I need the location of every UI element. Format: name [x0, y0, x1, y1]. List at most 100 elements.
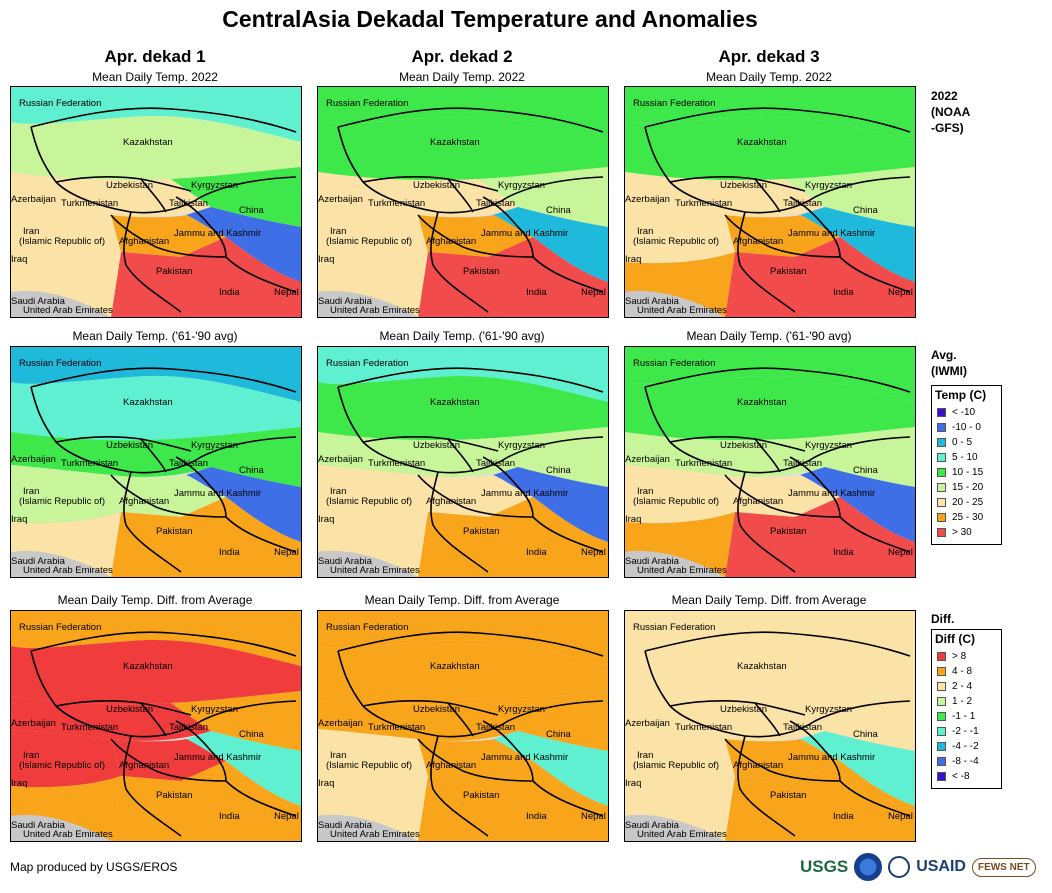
place-label: United Arab Emirates [330, 565, 420, 576]
place-label: Jammu and Kashmir [174, 488, 262, 499]
country-border [140, 438, 167, 473]
climate-zone [186, 731, 301, 806]
usgs-logo: USGS [800, 857, 849, 876]
place-label: Kazakhstan [430, 661, 480, 672]
country-border [175, 196, 227, 258]
country-border [337, 386, 604, 474]
country-border [724, 214, 841, 258]
temp-legend-title: Temp (C) [935, 388, 987, 402]
place-label: United Arab Emirates [330, 305, 420, 316]
place-label: Nepal [581, 287, 606, 298]
row-label-2022: 2022 (NOAA -GFS) [931, 88, 970, 136]
climate-zone [111, 215, 226, 257]
place-label: United Arab Emirates [637, 305, 727, 316]
place-label: Afghanistan [733, 496, 784, 507]
usaid-logo: USAID [916, 858, 966, 875]
country-border [644, 367, 911, 393]
place-label: Pakistan [770, 526, 807, 537]
climate-zone [418, 215, 533, 257]
place-label: Iraq [11, 514, 28, 525]
climate-zone [11, 87, 301, 142]
place-label: Russian Federation [326, 622, 409, 633]
legend-item: 4 - 8 [932, 664, 1001, 679]
map-raster [11, 87, 301, 317]
place-label: India [526, 547, 547, 558]
legend-label: -8 - -4 [952, 756, 979, 767]
place-label: Iran [637, 226, 654, 237]
place-label: Russian Federation [19, 98, 102, 109]
place-label: Tajikistan [169, 722, 209, 733]
climate-zone [11, 205, 121, 264]
map-title: Mean Daily Temp. 2022 [92, 70, 218, 84]
climate-zone [171, 167, 301, 227]
place-label: Pakistan [463, 790, 500, 801]
place-label: (Islamic Republic of) [633, 496, 720, 507]
country-border [123, 471, 182, 573]
place-label: Iran [23, 486, 40, 497]
legend-item: -1 - 1 [932, 709, 1001, 724]
no-data-area [625, 550, 725, 577]
legend-item: 2 - 4 [932, 679, 1001, 694]
place-label: Jammu and Kashmir [481, 752, 569, 763]
legend-swatch [937, 697, 946, 706]
place-label: Afghanistan [733, 760, 784, 771]
map-raster [318, 87, 608, 317]
country-border [644, 631, 911, 657]
place-label: India [526, 811, 547, 822]
country-border [175, 720, 227, 782]
country-border [55, 436, 192, 452]
climate-zone [11, 347, 301, 402]
legend-swatch [937, 667, 946, 676]
place-label: Iran [637, 750, 654, 761]
country-border [789, 456, 841, 518]
place-label: (Islamic Republic of) [19, 496, 106, 507]
climate-zone [111, 739, 226, 781]
place-label: Nepal [274, 811, 299, 822]
map-panel-avg-dekad-1: Russian Federation Kazakhstan Uzbekistan Ky… [10, 346, 302, 578]
place-label: Kyrgyzstan [805, 440, 852, 451]
place-label: Jammu and Kashmir [174, 752, 262, 763]
place-label: Russian Federation [19, 358, 102, 369]
climate-zone [625, 729, 735, 788]
country-border [30, 367, 297, 393]
climate-zone [418, 475, 533, 517]
legend-item: -8 - -4 [932, 754, 1001, 769]
climate-zone [800, 207, 915, 282]
country-border [789, 196, 841, 258]
legend-swatch [937, 423, 946, 432]
country-border [55, 700, 192, 716]
diff-legend: Diff (C) > 8 4 - 8 2 - 4 1 - 2 -1 - 1 -2 - -1… [931, 629, 1002, 789]
climate-zone [725, 215, 840, 257]
country-border [417, 214, 534, 258]
place-label: Iraq [318, 778, 335, 789]
place-label: Russian Federation [19, 622, 102, 633]
place-label: Afghanistan [119, 496, 170, 507]
country-border [839, 516, 911, 553]
climate-zone [493, 207, 608, 282]
place-label: Tajikistan [476, 198, 516, 209]
place-label: Iraq [11, 778, 28, 789]
place-label: China [239, 465, 264, 476]
place-label: Nepal [888, 811, 913, 822]
climate-zone [625, 611, 915, 666]
place-label: Kyrgyzstan [498, 440, 545, 451]
place-label: Pakistan [463, 526, 500, 537]
place-label: Saudi Arabia [318, 296, 372, 307]
row-label-line: (IWMI) [931, 364, 967, 378]
country-border [532, 256, 604, 293]
country-border [482, 720, 534, 782]
place-label: (Islamic Republic of) [326, 760, 413, 771]
map-panel-cur-dekad-1: Russian Federation Kazakhstan Uzbekistan Ky… [10, 86, 302, 318]
place-label: Kazakhstan [430, 137, 480, 148]
country-border [337, 367, 604, 393]
place-label: Turkmenistan [368, 722, 426, 733]
country-border [447, 438, 474, 473]
place-label: Azerbaijan [318, 718, 363, 729]
country-border [430, 211, 489, 313]
place-label: Kyrgyzstan [805, 180, 852, 191]
climate-zone [11, 116, 301, 181]
place-label: Kyrgyzstan [191, 180, 238, 191]
place-label: Turkmenistan [675, 722, 733, 733]
place-label: India [219, 547, 240, 558]
legend-swatch [937, 438, 946, 447]
